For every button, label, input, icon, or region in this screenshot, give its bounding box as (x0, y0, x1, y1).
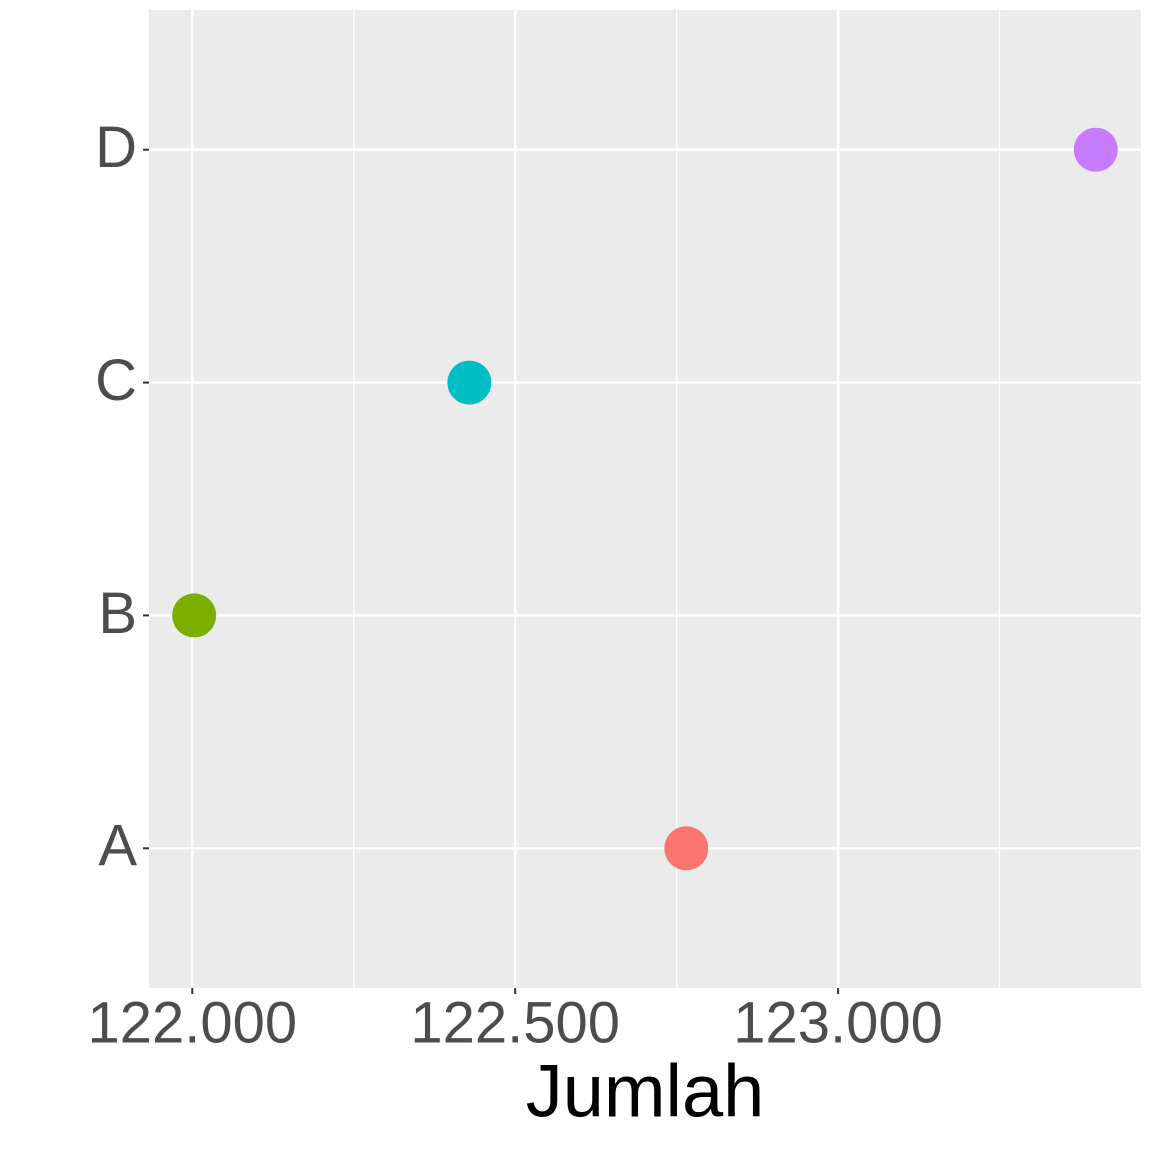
x-tick-label: 123.000 (733, 990, 943, 1055)
x-tick-label: 122.000 (87, 990, 297, 1055)
y-tick-label: A (98, 814, 137, 879)
y-tick-label: C (95, 348, 137, 413)
y-tick-label: D (95, 115, 137, 180)
panel (149, 10, 1141, 988)
x-tick-label: 122.500 (410, 990, 620, 1055)
point (447, 360, 492, 405)
y-tick-label: B (98, 581, 137, 646)
point (172, 593, 217, 638)
x-axis-title: Jumlah (526, 1050, 765, 1133)
point (664, 826, 709, 871)
point (1073, 127, 1118, 172)
